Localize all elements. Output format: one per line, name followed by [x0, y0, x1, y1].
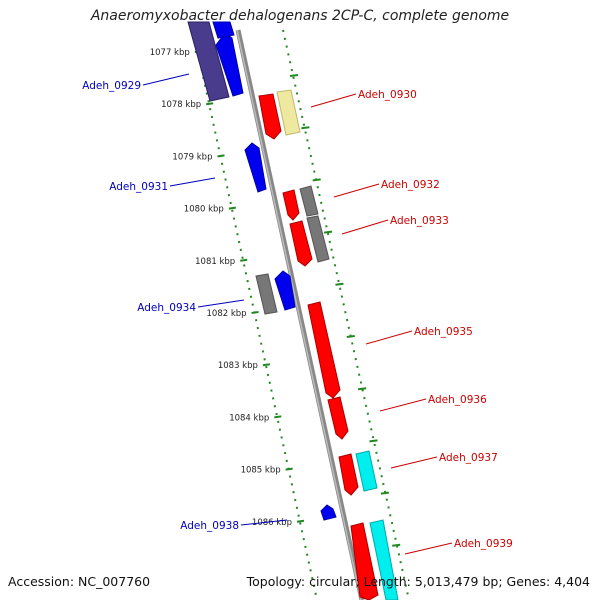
gene-label-adeh-0935[interactable]: Adeh_0935	[414, 326, 473, 338]
leader-line-adeh-0930	[310, 93, 357, 108]
gene-adeh-0931-arrow[interactable]	[244, 142, 267, 193]
leader-line-adeh-0929	[142, 73, 190, 86]
gene-label-adeh-0933[interactable]: Adeh_0933	[390, 215, 449, 227]
gene-label-adeh-0930[interactable]: Adeh_0930	[358, 89, 417, 101]
gene-label-adeh-0938[interactable]: Adeh_0938	[180, 520, 239, 532]
gene-features	[187, 21, 399, 600]
genome-title: Anaeromyxobacter dehalogenans 2CP-C, com…	[90, 8, 510, 24]
kbp-tick-label: 1083 kbp	[218, 361, 258, 371]
leader-line-adeh-0933	[341, 219, 389, 235]
leader-line-adeh-0935	[365, 330, 413, 345]
leader-line-adeh-0932	[333, 183, 380, 198]
gene-adeh-0930-arrow[interactable]	[258, 93, 282, 140]
kbp-tick-label: 1080 kbp	[184, 205, 224, 215]
kbp-tick-label: 1081 kbp	[195, 257, 235, 267]
gene-label-adeh-0929[interactable]: Adeh_0929	[82, 80, 141, 92]
leader-line-adeh-0934	[197, 299, 245, 308]
gene-adeh-0939-cog-bar[interactable]	[369, 519, 399, 600]
leader-line-adeh-0936	[379, 398, 427, 412]
outer-ruler-tick	[312, 178, 321, 182]
outer-ruler-tick	[369, 439, 378, 443]
outer-ruler-tick	[289, 74, 299, 77]
gene-label-adeh-0936[interactable]: Adeh_0936	[428, 394, 487, 406]
kbp-tick-label: 1077 kbp	[150, 48, 190, 58]
kbp-tick-label: 1084 kbp	[229, 413, 269, 423]
gene-label-adeh-0937[interactable]: Adeh_0937	[439, 452, 498, 464]
outer-ruler-tick	[392, 543, 401, 547]
kbp-tick-label: 1078 kbp	[161, 100, 201, 110]
gene-adeh-0932-arrow[interactable]	[282, 189, 300, 221]
leader-line-adeh-0939	[404, 542, 453, 555]
outer-ruler-tick	[335, 282, 344, 286]
kbp-tick-mark	[274, 415, 282, 419]
gene-adeh-0933-cog-bar[interactable]	[306, 215, 330, 263]
genome-backbone	[235, 29, 365, 600]
gene-adeh-0936-arrow[interactable]	[327, 396, 349, 440]
genome-backbone-highlight	[236, 29, 362, 600]
gene-adeh-0938-arrow[interactable]	[320, 504, 337, 521]
kbp-tick-mark	[262, 363, 271, 367]
kbp-ticks: 1077 kbp 1078 kbp 1079 kbp 1080 kbp 1081 kbp…	[150, 48, 401, 547]
kbp-tick-mark	[296, 519, 305, 523]
gene-label-adeh-0934[interactable]: Adeh_0934	[137, 302, 196, 314]
leader-line-adeh-0931	[169, 177, 216, 187]
kbp-tick-mark	[228, 206, 236, 210]
kbp-tick-mark	[206, 102, 214, 106]
gene-adeh-0930-cog-bar[interactable]	[276, 89, 301, 136]
kbp-tick-mark	[217, 154, 225, 158]
gene-adeh-0932-cog-bar[interactable]	[299, 185, 319, 217]
kbp-tick-label: 1085 kbp	[241, 466, 281, 476]
gene-label-adeh-0939[interactable]: Adeh_0939	[454, 538, 513, 550]
gene-adeh-0937-arrow[interactable]	[338, 453, 359, 496]
gene-label-adeh-0931[interactable]: Adeh_0931	[109, 181, 168, 193]
kbp-tick-mark	[240, 258, 248, 262]
outer-ruler-line	[282, 29, 410, 600]
gene-adeh-0935-arrow[interactable]	[307, 301, 341, 399]
gene-adeh-0929-cog-bar[interactable]	[187, 21, 230, 102]
kbp-tick-label: 1082 kbp	[207, 309, 247, 319]
kbp-tick-label: 1086 kbp	[252, 518, 292, 528]
accession-text: Accession: NC_007760	[8, 574, 151, 589]
gene-adeh-0937-cog-bar[interactable]	[355, 450, 378, 492]
kbp-tick-label: 1079 kbp	[172, 152, 212, 162]
gene-labels: Adeh_0929 Adeh_0930 Adeh_0931 Adeh_0932 Adeh…	[82, 80, 513, 550]
kbp-tick-mark	[251, 311, 259, 314]
leader-line-adeh-0938	[240, 519, 288, 526]
gene-adeh-0934-cog-bar[interactable]	[255, 273, 278, 315]
outer-ruler-tick	[380, 491, 389, 495]
gene-adeh-0933-arrow[interactable]	[289, 220, 313, 267]
gene-adeh-0928-arrow[interactable]	[212, 21, 235, 39]
gene-label-adeh-0932[interactable]: Adeh_0932	[381, 179, 440, 191]
outer-ruler-tick	[301, 126, 310, 130]
gene-label-leaders	[142, 73, 453, 555]
gene-adeh-0939-arrow[interactable]	[350, 522, 379, 600]
outer-ruler-tick	[346, 335, 355, 338]
leader-line-adeh-0937	[390, 456, 438, 469]
genome-summary-text: Topology: circular; Length: 5,013,479 bp…	[246, 574, 590, 589]
outer-ruler-tick	[323, 230, 333, 234]
gene-adeh-0934-arrow[interactable]	[274, 270, 296, 311]
kbp-tick-mark	[285, 467, 293, 471]
inner-ruler-line	[192, 29, 318, 600]
outer-ruler-tick	[358, 387, 367, 391]
